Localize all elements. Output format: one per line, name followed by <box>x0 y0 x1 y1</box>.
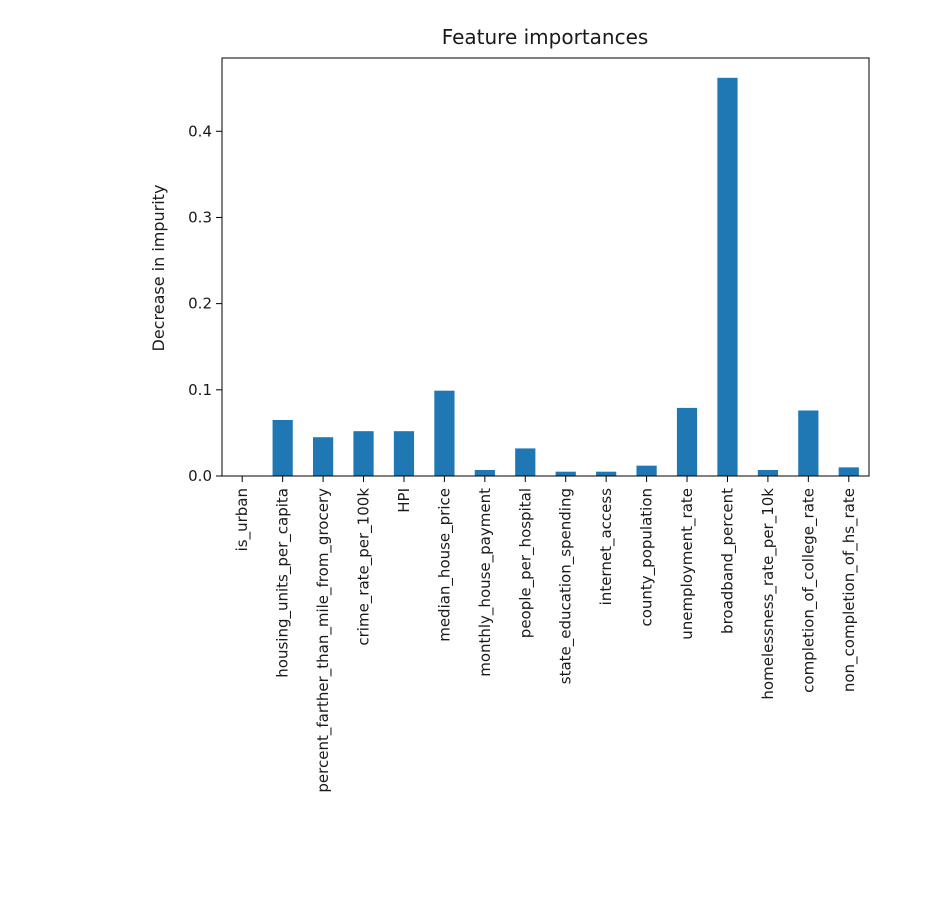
bar-county_population <box>636 465 657 476</box>
bar-HPI <box>393 431 415 476</box>
y-axis-label: Decrease in impurity <box>149 185 168 352</box>
x-tick-label: internet_access <box>597 488 616 606</box>
x-axis-ticks: is_urban housing_units_per_capita percent_… <box>233 476 859 793</box>
x-tick-label: people_per_hospital <box>516 488 535 638</box>
bar-completion_of_college_rate <box>798 410 819 476</box>
x-tick-label: state_education_spending <box>557 488 576 684</box>
bar-homelessness_rate_per_10k <box>757 469 779 476</box>
y-axis-ticks: 0.0 0.1 0.2 0.3 0.4 <box>188 122 222 485</box>
bar-median_house_price <box>434 390 455 476</box>
bar-non_completion_of_hs_rate <box>838 467 859 476</box>
x-tick-label: homelessness_rate_per_10k <box>759 488 778 700</box>
x-tick-label: non_completion_of_hs_rate <box>840 488 859 692</box>
chart-title: Feature importances <box>442 25 649 49</box>
bar-crime_rate_per_100k <box>353 431 374 476</box>
y-tick-label: 0.1 <box>188 381 212 399</box>
bar-housing_units_per_capita <box>272 419 293 476</box>
x-tick-label: housing_units_per_capita <box>274 488 293 678</box>
x-tick-label: crime_rate_per_100k <box>355 488 374 646</box>
x-tick-label: unemployment_rate <box>678 488 697 640</box>
x-tick-label: county_population <box>638 488 657 627</box>
x-tick-label: median_house_price <box>435 488 454 642</box>
x-tick-label: percent_farther_than_mile_from_grocery <box>314 488 333 793</box>
x-tick-label: broadband_percent <box>718 488 737 634</box>
x-tick-label: monthly_house_payment <box>476 488 495 677</box>
x-tick-label: HPI <box>395 488 413 513</box>
bar-monthly_house_payment <box>474 469 495 476</box>
bar-people_per_hospital <box>515 448 536 476</box>
bar-unemployment_rate <box>676 407 698 476</box>
plot-frame <box>221 57 870 477</box>
bars-group <box>272 77 859 476</box>
y-tick-label: 0.4 <box>188 122 212 140</box>
bar-broadband_percent <box>717 77 738 476</box>
y-tick-label: 0.3 <box>188 208 212 226</box>
y-tick-label: 0.0 <box>188 467 212 485</box>
x-tick-label: completion_of_college_rate <box>799 488 818 693</box>
y-tick-label: 0.2 <box>188 295 212 313</box>
bar-state_education_spending <box>555 471 576 476</box>
bar-internet_access <box>596 471 617 476</box>
x-tick-label: is_urban <box>233 488 252 551</box>
bar-percent_farther_than_mile_from_grocery <box>312 437 334 476</box>
